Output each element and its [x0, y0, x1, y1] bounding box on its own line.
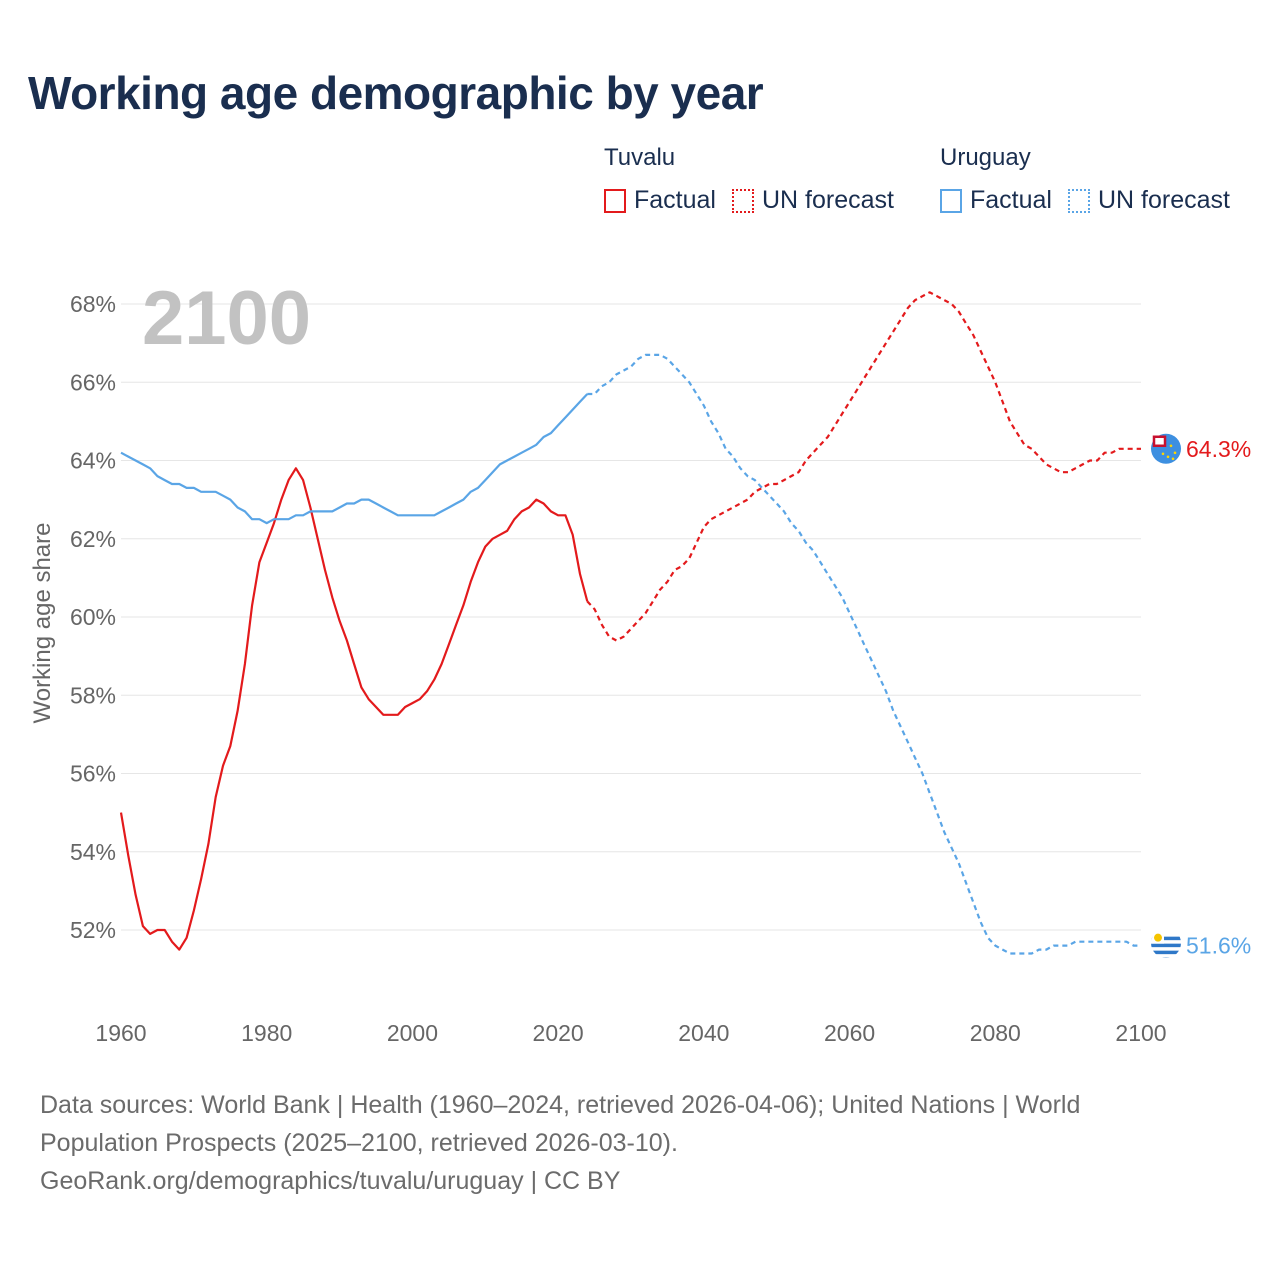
flag-stripe	[1151, 943, 1181, 948]
series-line-uruguay-forecast[interactable]	[587, 353, 1141, 955]
flag-stripe	[1151, 957, 1181, 958]
legend-group-uruguay: Uruguay Factual UN forecast	[940, 144, 1246, 215]
legend-item-tuvalu-forecast[interactable]: UN forecast	[731, 186, 894, 215]
swatch-dotted-icon	[731, 188, 754, 213]
x-tick-label: 2000	[387, 1020, 438, 1046]
chart-title: Working age demographic by year	[28, 67, 764, 119]
legend-label: Factual	[970, 186, 1052, 214]
legend-item-uruguay-factual[interactable]: Factual	[940, 186, 1052, 215]
x-tick-label: 2060	[824, 1020, 875, 1046]
legend-label: UN forecast	[761, 186, 894, 214]
uruguay-flag-icon	[1151, 930, 1181, 961]
flag-star	[1161, 452, 1165, 456]
flag-star	[1171, 457, 1175, 461]
x-tick-label: 2100	[1115, 1020, 1166, 1046]
legend-group-tuvalu: Tuvalu Factual UN forecast	[604, 144, 910, 215]
series-line-tuvalu-forecast[interactable]	[586, 291, 1141, 642]
flag-canton	[1152, 435, 1167, 448]
end-value-label-uruguay: 51.6%	[1186, 933, 1251, 959]
legend-label: Factual	[634, 186, 716, 214]
flag-star	[1173, 451, 1177, 455]
series-line-uruguay-factual[interactable]	[120, 393, 589, 525]
flag-stripe	[1151, 936, 1181, 941]
y-tick-label: 56%	[70, 761, 116, 787]
end-value-label-tuvalu: 64.3%	[1186, 436, 1251, 462]
x-tick-label: 1960	[95, 1020, 146, 1046]
y-tick-label: 68%	[70, 291, 116, 317]
flag-star	[1169, 444, 1173, 448]
legend-group-name: Tuvalu	[604, 144, 676, 171]
line-chart: 2100 52% 54% 56% 58% 60% 62% 64% 66% 68% 1960 1980…	[29, 276, 1251, 1046]
tuvalu-flag-icon	[1151, 433, 1181, 464]
x-tick-label: 2040	[678, 1020, 729, 1046]
y-tick-label: 52%	[70, 917, 116, 943]
legend-item-tuvalu-factual[interactable]: Factual	[604, 186, 716, 215]
flag-sun	[1154, 933, 1162, 942]
y-tick-label: 66%	[70, 369, 116, 395]
y-tick-label: 58%	[70, 682, 116, 708]
legend-item-uruguay-forecast[interactable]: UN forecast	[1067, 186, 1230, 215]
y-axis-label: Working age share	[29, 523, 56, 724]
flag-star	[1166, 455, 1170, 459]
y-tick-label: 54%	[70, 839, 116, 865]
year-watermark: 2100	[142, 276, 311, 361]
footer-line: Population Prospects (2025–2100, retriev…	[40, 1129, 678, 1157]
flag-stripe	[1151, 950, 1181, 955]
y-tick-label: 62%	[70, 526, 116, 552]
y-tick-label: 64%	[70, 448, 116, 474]
series-line-tuvalu-factual[interactable]	[119, 467, 589, 951]
footer-line: Data sources: World Bank | Health (1960–…	[40, 1091, 1081, 1119]
swatch-solid-icon	[604, 188, 626, 213]
x-tick-label: 2080	[970, 1020, 1021, 1046]
footer-sources: Data sources: World Bank | Health (1960–…	[40, 1086, 1240, 1200]
x-tick-label: 1980	[241, 1020, 292, 1046]
y-tick-label: 60%	[70, 604, 116, 630]
legend-label: UN forecast	[1097, 186, 1230, 214]
swatch-solid-icon	[940, 188, 962, 213]
x-tick-label: 2020	[533, 1020, 584, 1046]
legend-group-name: Uruguay	[940, 144, 1031, 171]
footer-line[interactable]: GeoRank.org/demographics/tuvalu/uruguay …	[40, 1167, 621, 1195]
swatch-dotted-icon	[1067, 188, 1090, 213]
